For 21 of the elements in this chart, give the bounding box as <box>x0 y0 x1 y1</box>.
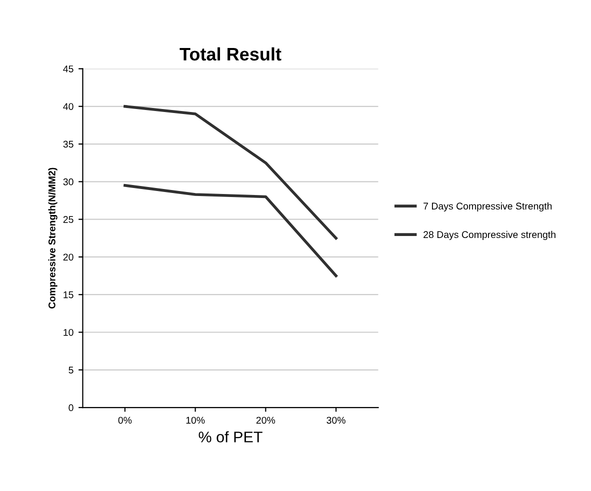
x-tick-label: 20% <box>256 416 276 424</box>
legend-label: 28 Days Compressive strength <box>424 230 556 240</box>
y-tick-label: 20 <box>63 254 74 261</box>
y-tick-label: 5 <box>68 366 74 374</box>
y-axis-title: Compressive Strength(N/MM2) <box>48 168 58 308</box>
y-tick-label: 30 <box>63 178 74 186</box>
y-tick-label: 25 <box>63 216 74 223</box>
y-tick-label: 40 <box>63 103 74 110</box>
y-tick-label: 15 <box>64 291 74 298</box>
legend-label: 7 Days Compressive Strength <box>424 202 552 212</box>
y-tick-label: 45 <box>63 66 74 72</box>
x-tick-label: 30% <box>326 416 346 424</box>
x-tick-label: 0% <box>118 416 132 424</box>
x-tick-label: 10% <box>186 416 205 424</box>
line-series <box>124 184 338 278</box>
chart-title: Total Result <box>180 47 282 61</box>
x-axis-title: % of PET <box>198 431 262 442</box>
line-series <box>124 104 338 240</box>
y-tick-label: 0 <box>68 404 74 412</box>
y-tick-label: 35 <box>63 140 74 148</box>
y-tick-label: 10 <box>64 328 74 336</box>
